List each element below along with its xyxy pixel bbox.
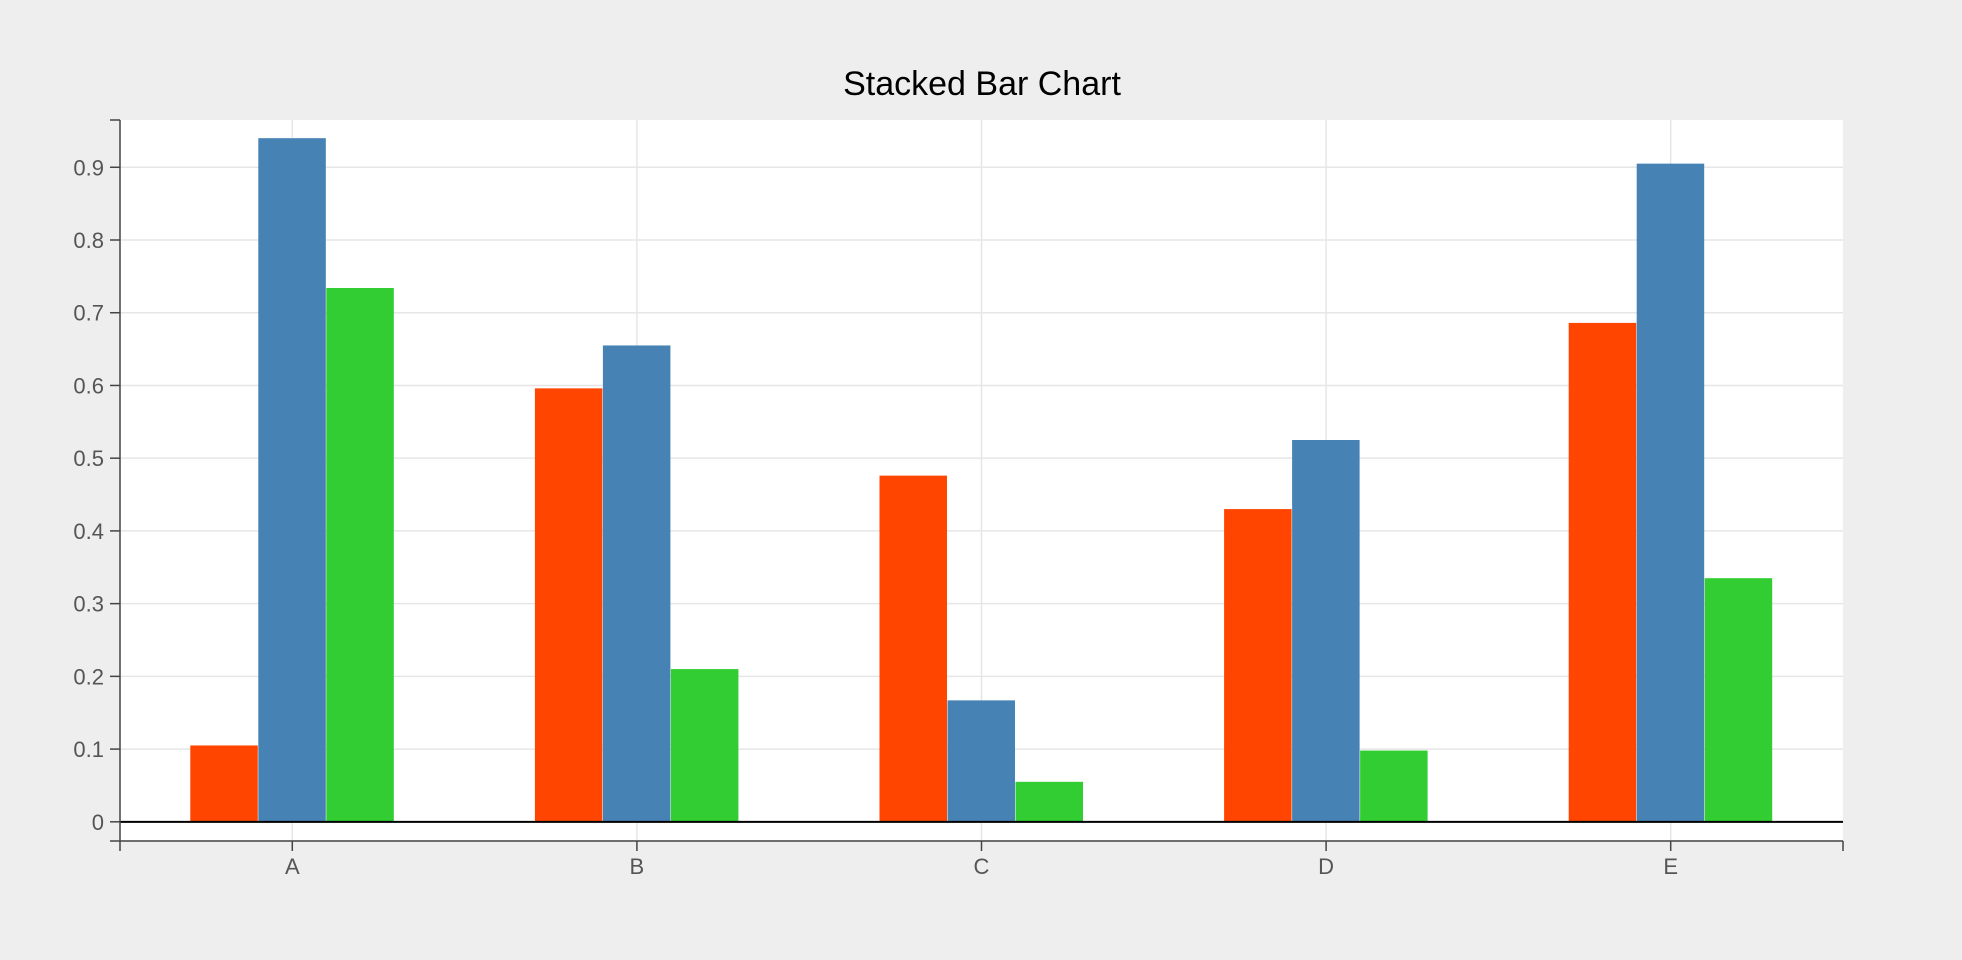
bar (1568, 322, 1637, 822)
axes-layer: 0 0.1 0.2 0.3 0.4 0.5 0.6 0.7 0.8 0.9 A B C D E (73, 119, 1844, 879)
bar (326, 288, 394, 822)
y-tick-label: 0.8 (73, 228, 104, 253)
chart-title: Stacked Bar Chart (843, 65, 1121, 103)
bar (1636, 163, 1705, 822)
bar (1292, 440, 1360, 822)
x-tick-label: A (285, 854, 300, 879)
x-tick-label: E (1663, 854, 1678, 879)
bar (534, 388, 603, 822)
y-tick-label: 0 (92, 810, 104, 835)
bar (190, 745, 258, 822)
x-tick-label: D (1318, 854, 1334, 879)
bar (947, 700, 1015, 822)
y-tick-label: 0.6 (73, 373, 104, 398)
y-tick-label: 0.2 (73, 664, 104, 689)
bar (879, 475, 947, 822)
bar (1360, 750, 1428, 822)
x-tick-label: C (974, 854, 990, 879)
y-tick-label: 0.1 (73, 737, 104, 762)
x-tick-label: B (630, 854, 645, 879)
bar (258, 138, 326, 822)
bar (602, 345, 671, 822)
bars-layer (190, 138, 1773, 822)
y-tick-label: 0.3 (73, 592, 104, 617)
y-tick-label: 0.7 (73, 301, 104, 326)
y-tick-label: 0.4 (73, 519, 104, 544)
bar (1224, 509, 1292, 822)
bar (1015, 781, 1083, 822)
bar (1704, 578, 1773, 822)
y-tick-label: 0.9 (73, 155, 104, 180)
bar (670, 669, 739, 822)
y-tick-label: 0.5 (73, 446, 104, 471)
